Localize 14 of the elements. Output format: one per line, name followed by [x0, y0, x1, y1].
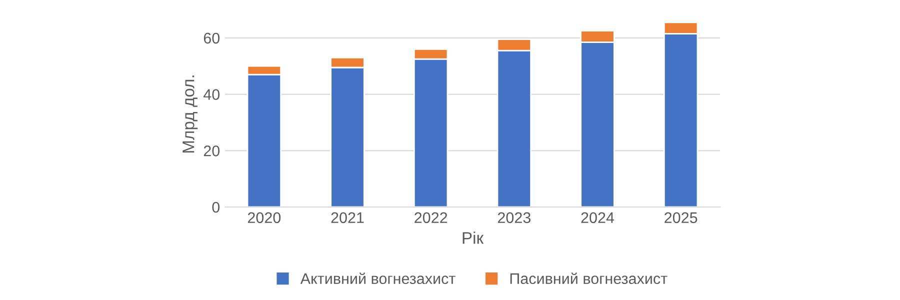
- x-axis-title: Рік: [462, 232, 484, 244]
- x-tick-label: 2021: [331, 212, 364, 224]
- x-tick-label: 2023: [498, 212, 530, 224]
- legend-label: Активний вогнезахист: [300, 272, 456, 284]
- y-tick-label: 0: [212, 202, 220, 213]
- x-tick-label: 2025: [664, 212, 698, 224]
- y-tick-label: 20: [204, 146, 220, 156]
- x-tick-label: 2024: [581, 212, 614, 224]
- x-tick-label: 2022: [414, 212, 448, 224]
- x-tick-label: 2020: [248, 212, 281, 224]
- y-axis-title: Млрд дол.: [182, 76, 198, 153]
- y-tick-label: 60: [204, 32, 220, 44]
- y-tick-label: 40: [204, 89, 220, 100]
- legend-label: Пасивний вогнезахист: [510, 272, 668, 284]
